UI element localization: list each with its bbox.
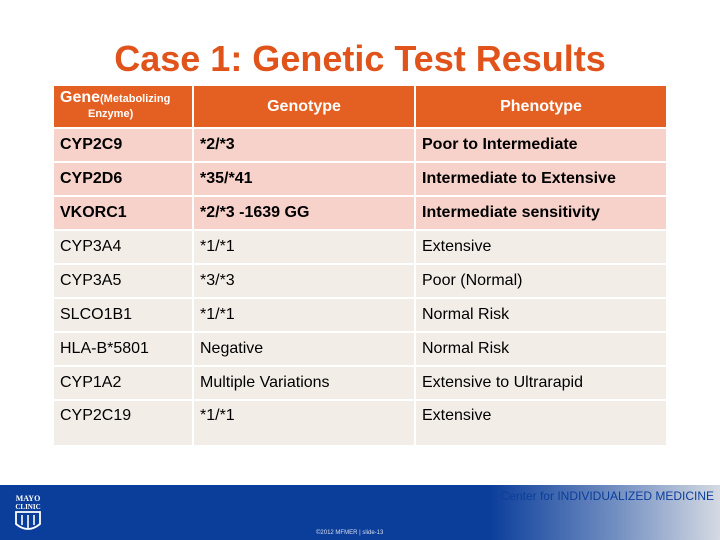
cell-genotype: *1/*1 xyxy=(192,399,416,447)
footer-dna-graphic xyxy=(490,485,720,540)
cell-gene: VKORC1 xyxy=(52,195,194,231)
cell-gene: HLA-B*5801 xyxy=(52,331,194,367)
table-row: HLA-B*5801 Negative Normal Risk xyxy=(52,331,668,367)
table-row: CYP2C19 *1/*1 Extensive xyxy=(52,399,668,447)
cell-gene: SLCO1B1 xyxy=(52,297,194,333)
header-gene: Gene(Metabolizing Enzyme) xyxy=(52,84,194,129)
center-for-individualized-medicine-label: Center for INDIVIDUALIZED MEDICINE xyxy=(500,489,714,503)
cell-gene: CYP3A5 xyxy=(52,263,194,299)
table-row: SLCO1B1 *1/*1 Normal Risk xyxy=(52,297,668,333)
slide-title: Case 1: Genetic Test Results xyxy=(114,38,606,79)
header-gene-label: Gene xyxy=(60,89,101,106)
copyright-text: ©2012 MFMER | slide-13 xyxy=(316,530,384,536)
table-row: CYP3A5 *3/*3 Poor (Normal) xyxy=(52,263,668,299)
cell-gene: CYP2C19 xyxy=(52,399,194,447)
cell-phenotype: Intermediate to Extensive xyxy=(414,161,668,197)
cell-genotype: *1/*1 xyxy=(192,229,416,265)
header-phenotype: Phenotype xyxy=(414,84,668,129)
mayo-clinic-logo: MAYO CLINIC xyxy=(15,494,41,530)
cell-genotype: Negative xyxy=(192,331,416,367)
header-gene-sub1: (Metabolizing xyxy=(100,93,171,105)
cell-gene: CYP1A2 xyxy=(52,365,194,401)
table-header-row: Gene(Metabolizing Enzyme) Genotype Pheno… xyxy=(52,84,668,129)
table-row: CYP1A2 Multiple Variations Extensive to … xyxy=(52,365,668,401)
header-genotype: Genotype xyxy=(192,84,416,129)
cell-gene: CYP3A4 xyxy=(52,229,194,265)
cell-phenotype: Normal Risk xyxy=(414,297,668,333)
cell-phenotype: Poor to Intermediate xyxy=(414,127,668,163)
cell-phenotype: Extensive to Ultrarapid xyxy=(414,365,668,401)
cell-genotype: *2/*3 -1639 GG xyxy=(192,195,416,231)
cell-genotype: *2/*3 xyxy=(192,127,416,163)
table-row: CYP3A4 *1/*1 Extensive xyxy=(52,229,668,265)
shield-icon xyxy=(15,511,41,530)
table-row: CYP2D6 *35/*41 Intermediate to Extensive xyxy=(52,161,668,197)
cell-gene: CYP2D6 xyxy=(52,161,194,197)
logo-text-clinic: CLINIC xyxy=(15,503,40,511)
cell-phenotype: Poor (Normal) xyxy=(414,263,668,299)
header-gene-sub2: Enzyme) xyxy=(88,108,134,120)
cell-phenotype: Extensive xyxy=(414,229,668,265)
cell-phenotype: Intermediate sensitivity xyxy=(414,195,668,231)
cell-gene: CYP2C9 xyxy=(52,127,194,163)
table-row: CYP2C9 *2/*3 Poor to Intermediate xyxy=(52,127,668,163)
genetic-results-table: Gene(Metabolizing Enzyme) Genotype Pheno… xyxy=(52,84,668,447)
cell-genotype: *1/*1 xyxy=(192,297,416,333)
cell-genotype: *3/*3 xyxy=(192,263,416,299)
cell-phenotype: Normal Risk xyxy=(414,331,668,367)
logo-text-mayo: MAYO xyxy=(16,494,41,503)
shield-stripes xyxy=(21,515,35,528)
cell-genotype: *35/*41 xyxy=(192,161,416,197)
cell-phenotype: Extensive xyxy=(414,399,668,447)
cell-genotype: Multiple Variations xyxy=(192,365,416,401)
table-row: VKORC1 *2/*3 -1639 GG Intermediate sensi… xyxy=(52,195,668,231)
